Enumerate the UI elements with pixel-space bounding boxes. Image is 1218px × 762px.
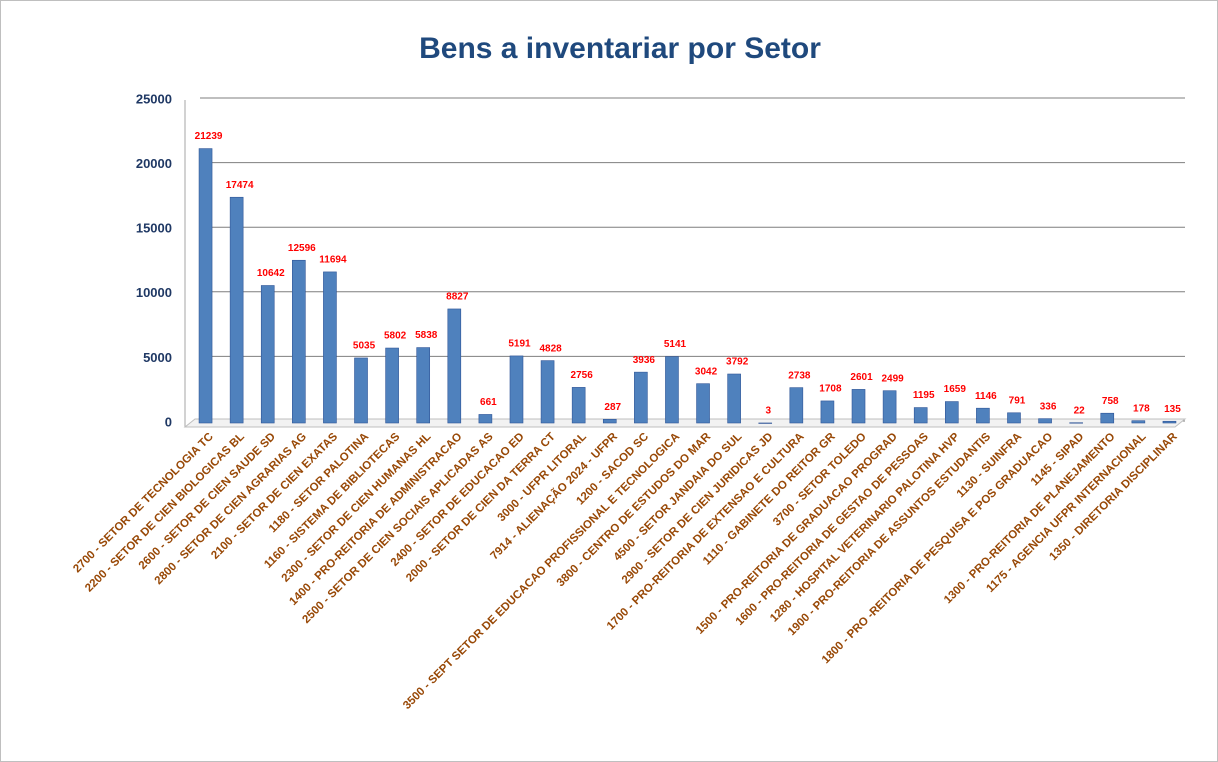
bar [292, 259, 306, 424]
bar [260, 285, 275, 424]
value-label: 2756 [571, 370, 594, 381]
y-tick-label: 5000 [143, 350, 172, 365]
value-label: 12596 [288, 243, 316, 254]
value-label: 5035 [353, 341, 376, 352]
bar [1069, 422, 1083, 424]
bar [478, 414, 493, 424]
bar [416, 347, 431, 424]
floor [183, 418, 1187, 428]
y-tick-label: 0 [165, 414, 172, 429]
value-label: 758 [1102, 396, 1119, 407]
y-tick-label: 20000 [136, 156, 172, 171]
value-label: 287 [604, 402, 621, 413]
value-label: 3042 [695, 366, 718, 377]
y-tick-label: 25000 [136, 91, 172, 106]
value-label: 3792 [726, 357, 749, 368]
bar [1131, 420, 1146, 424]
bar [696, 383, 710, 424]
bar [944, 401, 959, 424]
bar [229, 196, 244, 424]
bar [509, 355, 524, 424]
value-label: 21239 [195, 131, 223, 142]
value-label: 5191 [508, 339, 531, 350]
bar [820, 400, 835, 424]
bar [602, 418, 617, 424]
value-label: 8827 [446, 292, 469, 303]
value-label: 3 [765, 406, 771, 417]
bar [323, 271, 337, 424]
bar [882, 390, 897, 424]
bar [354, 357, 368, 424]
bar [665, 356, 679, 424]
chart-title: Bens a inventariar por Setor [419, 32, 821, 65]
bar [1100, 412, 1115, 424]
bar [1007, 412, 1021, 424]
bar [385, 347, 399, 424]
value-label: 2738 [788, 370, 811, 381]
y-tick-label: 10000 [136, 285, 172, 300]
value-label: 4828 [539, 343, 562, 354]
bar [540, 360, 555, 424]
bar [789, 387, 804, 424]
bar [758, 422, 773, 424]
bar [851, 389, 866, 424]
value-label: 5802 [384, 331, 407, 342]
value-label: 336 [1040, 401, 1057, 412]
value-label: 1146 [975, 391, 997, 402]
value-label: 5141 [664, 339, 687, 350]
y-tick-label: 15000 [136, 221, 172, 236]
bar [447, 308, 462, 424]
bar [913, 407, 928, 424]
bar [571, 387, 586, 424]
value-label: 10642 [257, 268, 285, 279]
value-label: 178 [1133, 403, 1150, 414]
value-label: 22 [1074, 405, 1086, 416]
value-label: 1708 [819, 384, 842, 395]
value-label: 11694 [319, 255, 347, 266]
value-label: 1659 [944, 384, 967, 395]
value-label: 2499 [881, 373, 904, 384]
value-label: 5838 [415, 330, 438, 341]
bar [727, 373, 741, 424]
bar [1162, 420, 1177, 424]
value-label: 135 [1164, 404, 1181, 415]
value-label: 1195 [913, 390, 935, 401]
value-label: 661 [480, 397, 497, 408]
value-label: 2601 [850, 372, 873, 383]
bar [198, 148, 213, 424]
bar [976, 407, 990, 424]
value-label: 3936 [633, 355, 656, 366]
bar [1038, 418, 1052, 424]
value-label: 17474 [226, 180, 254, 191]
bar [634, 371, 648, 424]
value-label: 791 [1009, 395, 1026, 406]
